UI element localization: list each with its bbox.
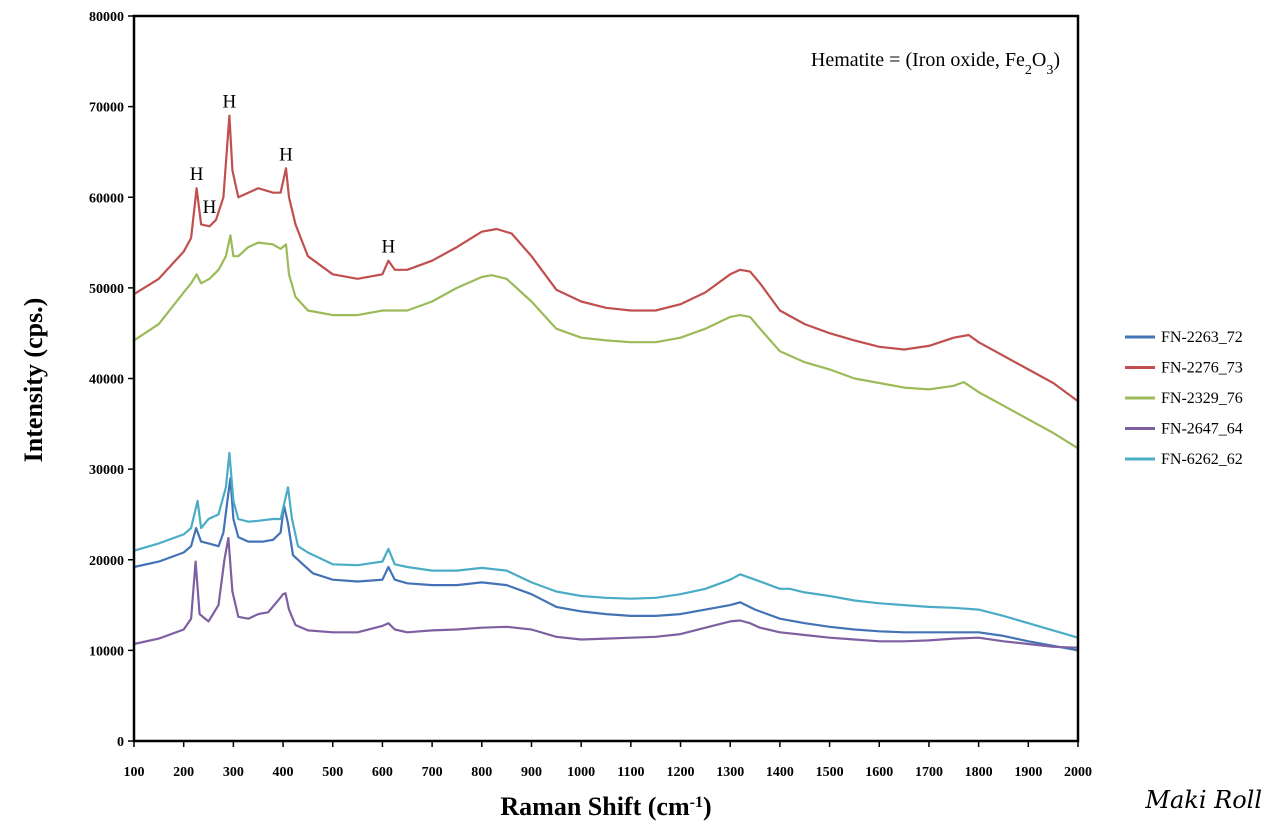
x-tick-label: 600	[372, 765, 393, 780]
x-tick-label: 800	[471, 765, 492, 780]
y-tick-label: 20000	[89, 554, 124, 569]
y-tick-label: 0	[117, 735, 124, 750]
x-tick-label: 2000	[1064, 765, 1092, 780]
legend-label: FN-2647_64	[1161, 421, 1243, 438]
x-tick-label: 200	[173, 765, 194, 780]
x-tick-label: 1500	[816, 765, 844, 780]
x-axis-title: Raman Shift (cm-1)	[500, 792, 711, 821]
x-tick-label: 900	[521, 765, 542, 780]
peak-label-hematite: H	[203, 197, 217, 218]
x-tick-label: 700	[422, 765, 443, 780]
x-axis-ticks: 100 200 300 400 500 600 700 800 900 1000 1100 1200 1…	[124, 741, 1092, 780]
y-tick-label: 50000	[89, 282, 124, 297]
y-tick-label: 70000	[89, 101, 124, 116]
legend-label: FN-2263_72	[1161, 329, 1243, 346]
x-tick-label: 1200	[667, 765, 695, 780]
legend-label: FN-2276_73	[1161, 360, 1243, 377]
x-tick-label: 400	[273, 765, 294, 780]
y-axis-title: Intensity (cps.)	[19, 298, 48, 463]
x-tick-label: 1000	[567, 765, 595, 780]
legend-label: FN-6262_62	[1161, 451, 1243, 468]
legend: FN-2263_72 FN-2276_73 FN-2329_76 FN-2647_64…	[1125, 329, 1243, 468]
x-tick-label: 1300	[716, 765, 744, 780]
x-tick-label: 1700	[915, 765, 943, 780]
watermark-signature: Maki Roll	[1144, 786, 1262, 814]
series-line-FN-2276_73	[133, 114, 1079, 403]
x-tick-label: 500	[322, 765, 343, 780]
series-layer	[133, 114, 1079, 652]
peak-label-hematite: H	[279, 144, 293, 165]
legend-label: FN-2329_76	[1161, 390, 1243, 407]
peak-label-hematite: H	[223, 92, 237, 113]
x-tick-label: 300	[223, 765, 244, 780]
peak-label-hematite: H	[382, 237, 396, 258]
peak-label-hematite: H	[190, 164, 204, 185]
x-tick-label: 1800	[965, 765, 993, 780]
y-tick-label: 10000	[89, 644, 124, 659]
y-axis-ticks: 0 10000 20000 30000 40000 50000 60000 70000 8000…	[89, 10, 134, 750]
x-tick-label: 1600	[865, 765, 893, 780]
x-tick-label: 100	[124, 765, 145, 780]
x-tick-label: 1100	[617, 765, 644, 780]
series-line-FN-2647_64	[133, 536, 1079, 649]
y-tick-label: 30000	[89, 463, 124, 478]
x-tick-label: 1400	[766, 765, 794, 780]
series-line-FN-6262_62	[133, 451, 1079, 639]
y-tick-label: 80000	[89, 10, 124, 25]
series-line-FN-2263_72	[133, 477, 1079, 652]
y-tick-label: 60000	[89, 191, 124, 206]
hematite-annotation: Hematite = (Iron oxide, Fe2O3)	[811, 49, 1060, 78]
y-tick-label: 40000	[89, 373, 124, 388]
x-tick-label: 1900	[1014, 765, 1042, 780]
series-line-FN-2329_76	[133, 234, 1079, 450]
